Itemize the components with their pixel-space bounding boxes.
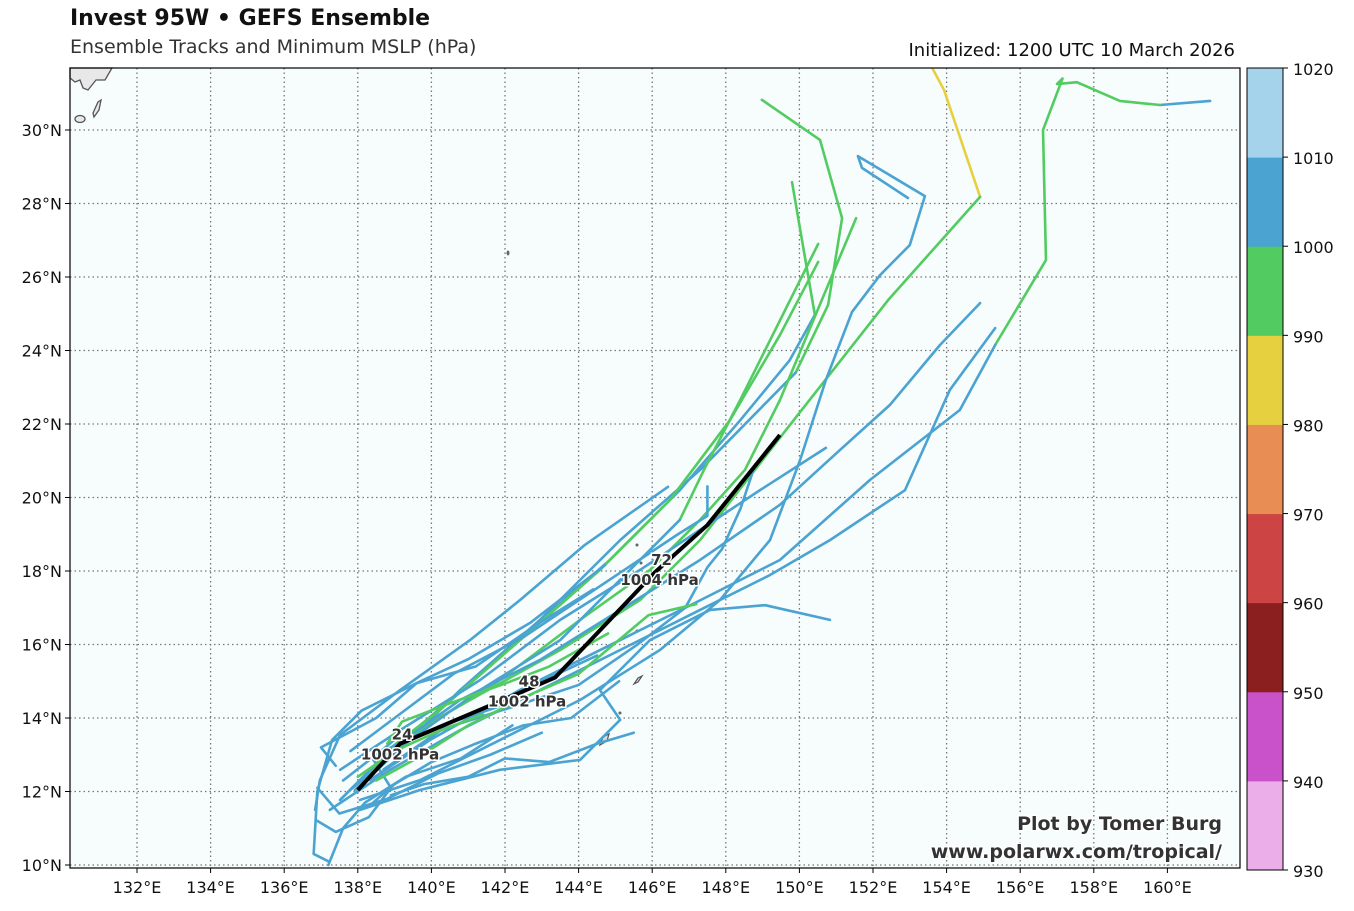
colorbar-label: 990 [1293, 327, 1324, 346]
lat-tick-label: 16°N [22, 636, 62, 655]
island [92, 98, 102, 119]
colorbar-label: 930 [1293, 862, 1324, 881]
ensemble-track [790, 180, 817, 317]
island [635, 543, 639, 547]
lat-tick-label: 24°N [22, 342, 62, 361]
lon-tick-label: 152°E [849, 878, 898, 897]
colorbar-label: 1010 [1293, 149, 1334, 168]
colorbar-swatch [1247, 424, 1283, 515]
ensemble-track [760, 98, 844, 374]
colorbar-swatch [1247, 513, 1283, 604]
landmass-japan-coast [69, 67, 114, 91]
lat-tick-label: 12°N [22, 783, 62, 802]
pressure-label: 1004 hPa [620, 571, 698, 589]
colorbar-frame [1246, 67, 1284, 871]
ensemble-track [316, 735, 400, 834]
ensemble-track [327, 724, 514, 867]
ensemble-track [316, 731, 544, 815]
mslp-colorbar: 930 940 950 960 970 980 990 1000 1010 1020 [1246, 60, 1334, 881]
pressure-label: 1002 hPa [361, 746, 439, 764]
colorbar-label: 960 [1293, 595, 1324, 614]
ensemble-track [382, 463, 757, 771]
colorbar-swatch [1247, 157, 1283, 247]
colorbar-label: 980 [1293, 416, 1324, 435]
colorbar-swatch [1247, 780, 1283, 871]
lon-tick-label: 132°E [113, 878, 162, 897]
island [506, 250, 510, 256]
lat-tick-label: 28°N [22, 195, 62, 214]
ensemble-track [312, 563, 607, 863]
colorbar-swatch [1247, 68, 1283, 158]
watermark-url: www.polarwx.com/tropical/ [931, 841, 1222, 863]
island [618, 711, 622, 715]
forecast-hour-label: 48 [519, 672, 540, 690]
lon-tick-label: 134°E [186, 878, 235, 897]
lat-tick-label: 18°N [22, 562, 62, 581]
lon-tick-label: 140°E [407, 878, 456, 897]
lon-tick-label: 154°E [922, 878, 971, 897]
island [632, 674, 644, 686]
mean-track-line [356, 433, 782, 792]
ensemble-track [678, 242, 820, 522]
colorbar-label: 950 [1293, 684, 1324, 703]
lon-tick-label: 138°E [333, 878, 382, 897]
lon-tick-label: 136°E [260, 878, 309, 897]
chart-title: Invest 95W • GEFS Ensemble [70, 6, 431, 31]
ensemble-track [358, 154, 927, 802]
colorbar-swatch [1247, 691, 1283, 782]
lon-tick-label: 160°E [1143, 878, 1192, 897]
ensemble-track [1158, 99, 1212, 107]
colorbar-label: 940 [1293, 773, 1324, 792]
colorbar-swatch [1247, 335, 1283, 425]
ensemble-track [385, 632, 610, 746]
ensemble-track [338, 301, 982, 802]
ensemble-track [338, 446, 828, 772]
ensemble-track [319, 588, 595, 768]
map-frame [69, 67, 1241, 869]
colorbar-label: 1000 [1293, 238, 1334, 257]
lon-tick-label: 148°E [701, 878, 750, 897]
lon-tick-label: 158°E [1069, 878, 1118, 897]
colorbar-label: 1020 [1293, 60, 1334, 79]
pressure-label: 1002 hPa [488, 692, 566, 710]
ensemble-track [356, 713, 485, 779]
lon-tick-label: 142°E [481, 878, 530, 897]
ensemble-track [328, 326, 997, 812]
island [74, 114, 86, 124]
map-background [70, 68, 1240, 868]
lat-tick-label: 10°N [22, 856, 62, 875]
watermark-author: Plot by Tomer Burg [1017, 813, 1222, 835]
forecast-hour-label: 72 [651, 551, 672, 569]
chart-subtitle: Ensemble Tracks and Minimum MSLP (hPa) [70, 36, 477, 58]
lon-tick-label: 150°E [775, 878, 824, 897]
ensemble-track [374, 602, 698, 782]
initialized-time: Initialized: 1200 UTC 10 March 2026 [908, 40, 1235, 61]
island [639, 561, 643, 565]
lon-tick-label: 146°E [628, 878, 677, 897]
mean-track-labels: 24 1002 hPa 48 1002 hPa 72 1004 hPa [359, 550, 700, 766]
lat-tick-label: 26°N [22, 268, 62, 287]
lat-tick-label: 14°N [22, 709, 62, 728]
axis-ticks: 132°E 134°E 136°E 138°E 140°E 142°E 144°E 146°E… [22, 121, 1192, 897]
ensemble-track [993, 77, 1162, 347]
gridlines [70, 68, 1240, 868]
colorbar-label: 970 [1293, 506, 1324, 525]
lat-tick-label: 22°N [22, 415, 62, 434]
colorbar-swatch [1247, 602, 1283, 693]
forecast-hour-label: 24 [392, 726, 413, 744]
lat-tick-label: 30°N [22, 121, 62, 140]
ensemble-track [349, 485, 709, 753]
ensemble-mean-track [356, 433, 782, 792]
ensemble-tracks [312, 68, 1212, 867]
lon-tick-label: 144°E [554, 878, 603, 897]
ensemble-track [358, 603, 832, 812]
ensemble-track [930, 68, 982, 199]
colorbar-swatch [1247, 246, 1283, 336]
lon-tick-label: 156°E [996, 878, 1045, 897]
lat-tick-label: 20°N [22, 489, 62, 508]
ensemble-track [389, 731, 636, 797]
